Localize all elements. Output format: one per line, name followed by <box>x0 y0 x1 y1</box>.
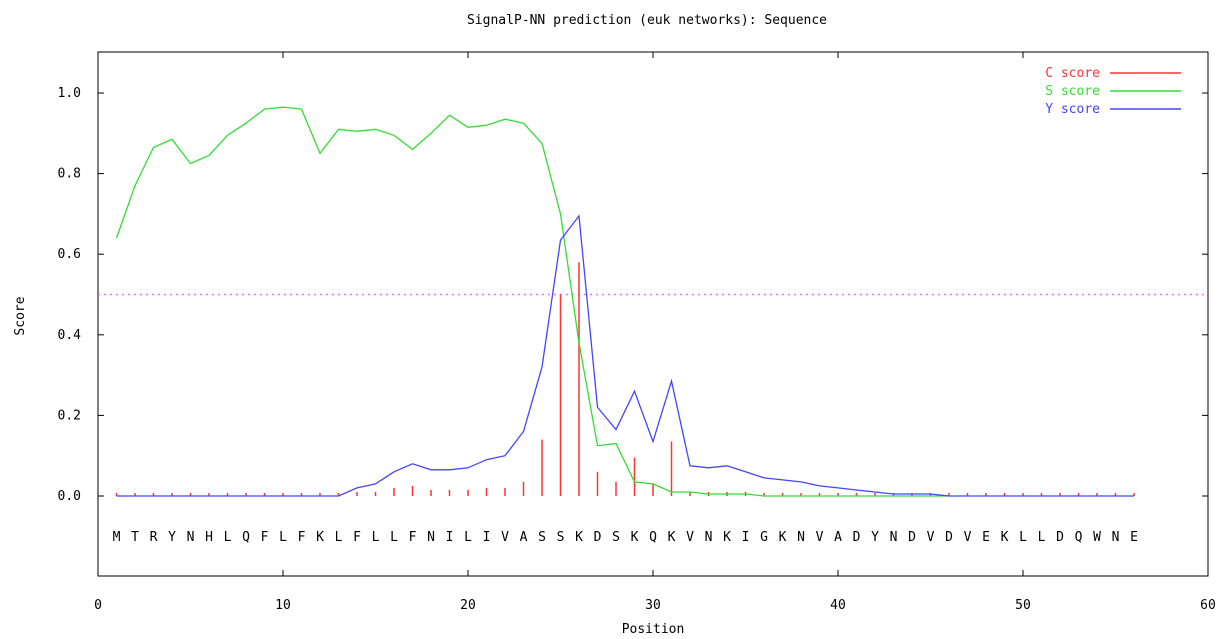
score-lines <box>115 106 1134 497</box>
sequence-letter: E <box>1130 530 1138 545</box>
sequence-letter: D <box>594 530 602 545</box>
x-tick-label: 20 <box>460 598 476 613</box>
y-tick-label: 0.2 <box>58 408 81 423</box>
sequence-letter: Q <box>649 530 657 545</box>
sequence-letter: I <box>742 530 750 545</box>
sequence-letter: K <box>723 530 731 545</box>
sequence-letter: V <box>686 530 694 545</box>
sequence-letter: K <box>316 530 324 545</box>
legend: C score S score Y score <box>1045 66 1181 117</box>
sequence-letter: L <box>390 530 398 545</box>
sequence-letter: L <box>464 530 472 545</box>
sequence-letter: H <box>205 530 213 545</box>
sequence-letter: F <box>261 530 269 545</box>
sequence-letter: I <box>446 530 454 545</box>
y-score-line <box>116 214 1134 497</box>
sequence-letter: K <box>1001 530 1009 545</box>
sequence-letter: V <box>927 530 935 545</box>
s-score-line <box>115 106 949 497</box>
sequence-letter: N <box>890 530 898 545</box>
sequence-letter: Q <box>1075 530 1083 545</box>
chart-title: SignalP-NN prediction (euk networks): Se… <box>467 13 827 28</box>
x-tick-label: 30 <box>645 598 661 613</box>
sequence-letter: N <box>187 530 195 545</box>
sequence-letter: Y <box>168 530 176 545</box>
sequence-letter: Y <box>871 530 879 545</box>
legend-label: Y score <box>1045 102 1100 117</box>
sequence-letter: L <box>279 530 287 545</box>
sequence-letter: F <box>409 530 417 545</box>
sequence-letter: L <box>335 530 343 545</box>
sequence-letter: V <box>816 530 824 545</box>
sequence-letter: L <box>1038 530 1046 545</box>
sequence-letter: D <box>945 530 953 545</box>
sequence-letter: S <box>557 530 565 545</box>
x-tick-label: 50 <box>1015 598 1031 613</box>
sequence-letter: K <box>575 530 583 545</box>
sequence-letter: E <box>982 530 990 545</box>
sequence-letter: D <box>908 530 916 545</box>
axis-ticks: 0 10 20 30 40 50 60 0.0 0.2 0.4 0.6 0.8 1.0 <box>58 52 1216 613</box>
legend-label: C score <box>1045 66 1100 81</box>
sequence-letter: D <box>1056 530 1064 545</box>
sequence-letter: A <box>834 530 842 545</box>
sequence-letter: G <box>760 530 768 545</box>
sequence-letter: F <box>353 530 361 545</box>
x-tick-label: 0 <box>94 598 102 613</box>
y-tick-label: 0.4 <box>58 328 82 343</box>
x-axis-label: Position <box>622 622 685 637</box>
sequence-letter: M <box>113 530 121 545</box>
sequence-letter: Q <box>242 530 250 545</box>
y-tick-label: 0.6 <box>58 247 81 262</box>
sequence-letter: K <box>779 530 787 545</box>
x-tick-label: 60 <box>1200 598 1216 613</box>
c-score-stems <box>115 262 1135 496</box>
x-tick-label: 10 <box>275 598 291 613</box>
sequence-letter: R <box>150 530 158 545</box>
sequence-letter: L <box>224 530 232 545</box>
sequence-letter: N <box>1112 530 1120 545</box>
sequence-letter: K <box>631 530 639 545</box>
sequence-letter: N <box>427 530 435 545</box>
sequence-letter: W <box>1093 530 1101 545</box>
sequence-letter: L <box>372 530 380 545</box>
x-tick-label: 40 <box>830 598 846 613</box>
sequence-letter: K <box>668 530 676 545</box>
y-axis-label: Score <box>13 296 28 335</box>
y-tick-label: 0.8 <box>58 167 81 182</box>
sequence-letter: I <box>483 530 491 545</box>
plot-frame <box>97 51 1209 577</box>
y-tick-label: 1.0 <box>58 86 81 101</box>
sequence-letter: V <box>964 530 972 545</box>
sequence-letter: T <box>131 530 139 545</box>
sequence-letter: F <box>298 530 306 545</box>
sequence-letter: L <box>1019 530 1027 545</box>
sequence-letter: S <box>538 530 546 545</box>
sequence-letter: V <box>501 530 509 545</box>
sequence-letter: N <box>797 530 805 545</box>
sequence-letter: A <box>520 530 528 545</box>
sequence-letter: D <box>853 530 861 545</box>
sequence-letter: N <box>705 530 713 545</box>
y-tick-label: 0.0 <box>58 489 81 504</box>
sequence-letter: S <box>612 530 620 545</box>
legend-label: S score <box>1045 84 1100 99</box>
